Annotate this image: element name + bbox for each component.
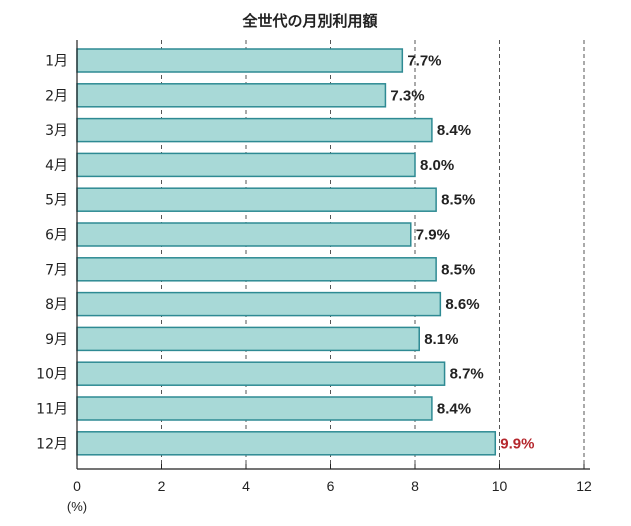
bar <box>76 152 416 178</box>
x-axis: 0 2 4 6 8 10 12 <box>73 40 592 494</box>
category-label: 10月 <box>36 367 68 383</box>
x-axis-unit-label: (%) <box>67 499 87 514</box>
x-tick-label: 12 <box>576 478 592 494</box>
value-label: 8.4% <box>437 401 471 418</box>
category-label: 2月 <box>45 88 68 104</box>
bars: 1月 7.7% 2月 7.3% 3月 8.4% 4月 8.0% 5月 8.5% 6月 7.9% 7月 8.… <box>36 48 534 456</box>
category-label: 11月 <box>36 402 68 418</box>
bar <box>76 117 433 143</box>
bar <box>76 257 437 282</box>
value-label: 8.4% <box>437 122 471 139</box>
category-label: 1月 <box>45 54 68 70</box>
bar <box>76 83 387 108</box>
category-label: 8月 <box>45 297 68 313</box>
x-tick-label: 10 <box>492 478 508 494</box>
category-label: 12月 <box>36 436 68 452</box>
value-label: 8.5% <box>441 192 475 209</box>
bar <box>76 431 497 456</box>
bar <box>76 361 446 386</box>
category-label: 5月 <box>45 193 68 209</box>
value-label: 8.1% <box>424 331 458 348</box>
value-label: 8.0% <box>420 157 454 174</box>
category-label: 3月 <box>45 123 68 139</box>
bar <box>76 222 412 247</box>
x-tick-label: 6 <box>327 478 335 494</box>
category-label: 4月 <box>45 158 68 174</box>
x-tick-label: 2 <box>158 478 166 494</box>
bar <box>76 187 437 212</box>
x-tick-label: 8 <box>411 478 419 494</box>
category-label: 6月 <box>45 228 68 244</box>
value-label: 7.3% <box>390 87 424 104</box>
value-label: 8.5% <box>441 261 475 278</box>
x-tick-label: 4 <box>242 478 250 494</box>
bar <box>76 291 442 317</box>
chart-title: 全世代の月別利用額 <box>241 12 377 30</box>
category-label: 7月 <box>45 262 68 278</box>
value-label: 7.9% <box>416 227 450 244</box>
value-label: 8.7% <box>450 366 484 383</box>
bar <box>76 48 404 73</box>
x-tick-label: 0 <box>73 478 81 494</box>
value-label: 7.7% <box>407 53 441 70</box>
value-label: 8.6% <box>445 296 479 313</box>
category-label: 9月 <box>45 332 68 348</box>
bar <box>76 396 433 421</box>
bar <box>76 326 420 352</box>
value-label: 9.9% <box>500 435 534 452</box>
